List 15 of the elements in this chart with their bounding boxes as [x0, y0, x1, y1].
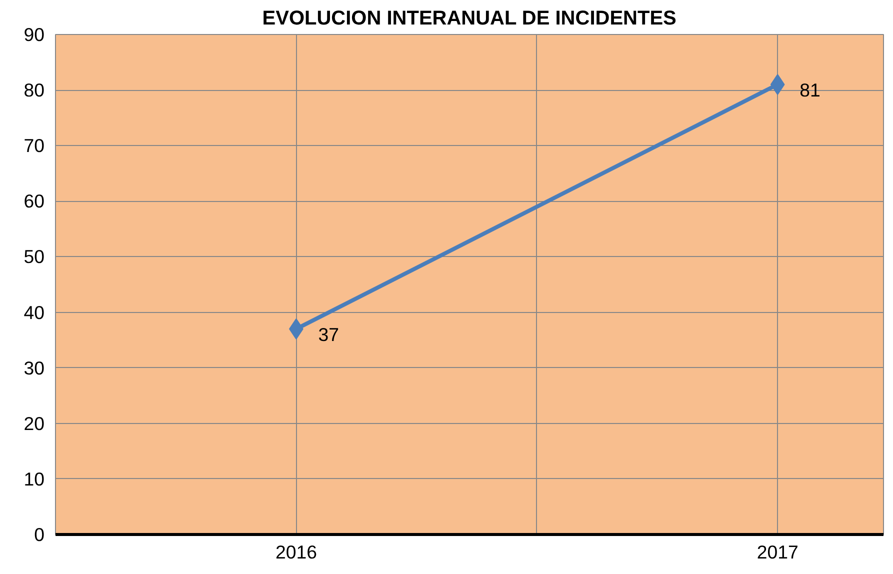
y-tick-label: 60 [24, 190, 45, 212]
x-tick-label: 2017 [756, 542, 798, 562]
y-tick-label: 20 [24, 412, 45, 434]
x-tick-label: 2016 [275, 542, 317, 562]
y-tick-label: 70 [24, 135, 45, 156]
data-label: 81 [800, 80, 820, 100]
y-tick-label: 90 [24, 24, 45, 45]
y-tick-label: 50 [24, 246, 45, 268]
chart-title: EVOLUCION INTERANUAL DE INCIDENTES [262, 8, 676, 30]
y-tick-label: 10 [24, 468, 45, 490]
data-label: 37 [318, 324, 339, 345]
y-tick-label: 0 [34, 524, 45, 545]
y-tick-label: 80 [24, 80, 45, 101]
y-tick-label: 30 [24, 357, 45, 378]
y-tick-label: 40 [24, 302, 45, 323]
